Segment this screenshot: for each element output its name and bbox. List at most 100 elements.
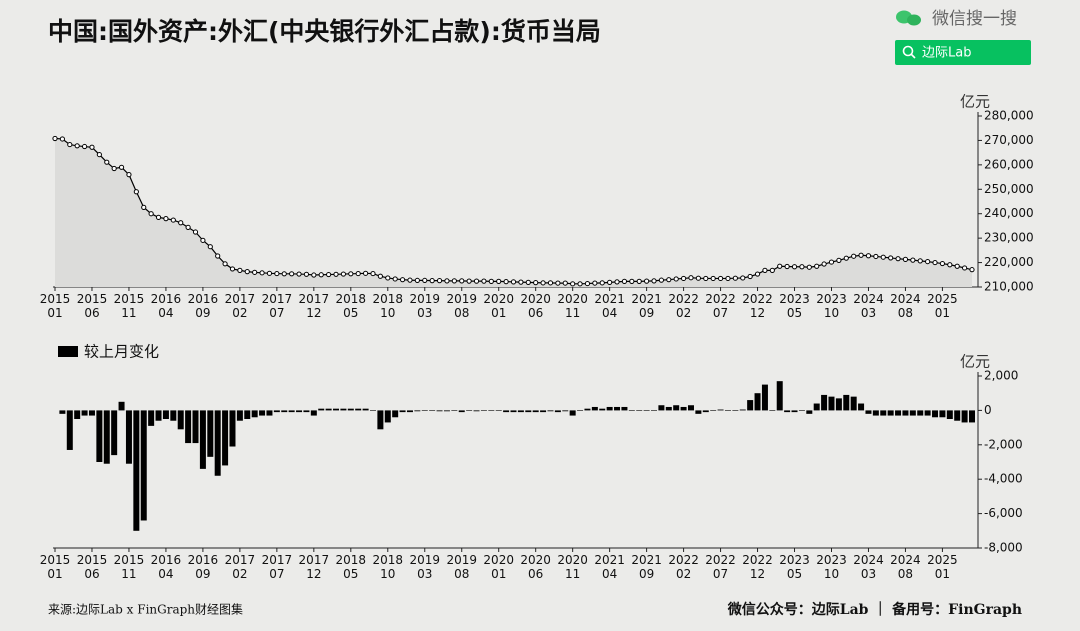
point (392, 276, 398, 282)
bar (517, 410, 524, 413)
y-tick-label: 220,000 (984, 255, 1034, 269)
point (466, 278, 472, 284)
bar (776, 381, 783, 411)
bar (673, 405, 680, 411)
bar (155, 410, 162, 421)
bar (399, 410, 406, 413)
y-tick-label: 230,000 (984, 231, 1034, 245)
x-tick-month: 07 (269, 306, 284, 320)
bar (273, 410, 280, 413)
point (141, 204, 147, 210)
bar (954, 410, 961, 421)
point (777, 263, 783, 269)
point (473, 278, 480, 284)
point (880, 254, 886, 260)
x-tick-label: 2017 07 (262, 553, 293, 581)
point (385, 275, 391, 281)
x-tick-month: 12 (750, 306, 765, 320)
bar (59, 410, 66, 414)
y-tick-label: 240,000 (984, 206, 1034, 220)
bar (850, 396, 857, 411)
x-tick-month: 10 (380, 306, 395, 320)
x-tick-month: 11 (121, 567, 136, 581)
point (67, 141, 73, 148)
bar (628, 410, 635, 411)
x-tick-label: 2018 10 (373, 292, 404, 320)
bar (74, 410, 81, 419)
bar (761, 384, 768, 411)
search-icon (910, 53, 916, 59)
x-tick-year: 2021 (631, 553, 662, 567)
point (621, 278, 628, 284)
search-text[interactable]: 边际Lab (922, 46, 971, 61)
point (725, 275, 731, 282)
search-box[interactable] (895, 40, 1031, 65)
bar (872, 410, 879, 416)
point (215, 253, 221, 259)
point (858, 252, 864, 258)
point (459, 278, 465, 284)
x-tick-month: 08 (454, 306, 469, 320)
x-tick-label: 2020 11 (557, 292, 588, 320)
bar (296, 410, 303, 413)
y-tick-label: -6,000 (984, 506, 1023, 520)
point (311, 272, 317, 278)
point (673, 276, 679, 282)
point (518, 279, 524, 285)
x-tick-year: 2019 (409, 553, 440, 567)
y-unit: 亿元 (960, 93, 990, 111)
point (89, 144, 95, 150)
x-tick-month: 12 (306, 567, 321, 581)
point (888, 255, 894, 261)
y-tick-label: 2,000 (984, 369, 1018, 383)
point (570, 281, 576, 287)
point (178, 220, 184, 226)
x-tick-month: 04 (602, 567, 617, 581)
bar (651, 410, 658, 411)
search-button[interactable]: 边际Lab (895, 40, 1031, 65)
x-tick-month: 05 (787, 567, 802, 581)
bar (562, 410, 569, 412)
x-tick-month: 01 (491, 306, 506, 320)
x-tick-year: 2015 (114, 292, 145, 306)
bar (946, 410, 953, 419)
chart-title: 中国:国外资产:外汇(中央银行外汇占款):货币当局 (48, 17, 601, 46)
x-tick-month: 05 (343, 567, 358, 581)
bar (443, 410, 450, 412)
point (533, 280, 539, 286)
x-tick-label: 2022 02 (668, 553, 699, 581)
x-tick-label: 2020 06 (520, 553, 551, 581)
x-tick-month: 10 (824, 306, 839, 320)
bar (392, 410, 399, 418)
x-tick-year: 2015 (77, 292, 108, 306)
point (865, 253, 872, 259)
bar (813, 403, 820, 411)
bar (865, 410, 872, 414)
x-tick-year: 2017 (225, 292, 256, 306)
point (222, 261, 228, 267)
x-tick-month: 02 (232, 567, 247, 581)
bar (636, 410, 643, 411)
x-tick-month: 06 (84, 567, 99, 581)
bar (924, 410, 931, 416)
x-tick-month: 11 (565, 567, 580, 581)
point (806, 264, 812, 270)
point (229, 266, 236, 272)
bar (510, 410, 517, 413)
x-tick-year: 2015 (40, 292, 71, 306)
bar (591, 406, 598, 411)
logo (907, 14, 921, 26)
x-tick-label: 2018 05 (336, 292, 367, 320)
point (118, 164, 125, 170)
point (296, 271, 302, 277)
bar (118, 401, 125, 411)
x-tick-label: 2019 08 (446, 292, 477, 320)
point (52, 135, 58, 142)
x-tick-year: 2022 (668, 553, 699, 567)
x-tick-year: 2020 (557, 553, 588, 567)
bar (747, 400, 754, 411)
x-tick-label: 2023 05 (779, 292, 810, 320)
point (644, 278, 650, 284)
point (851, 253, 857, 259)
